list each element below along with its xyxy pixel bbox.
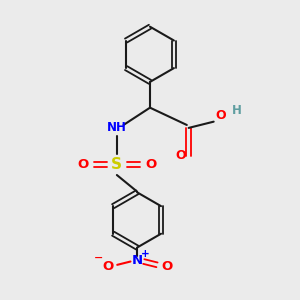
Text: O: O xyxy=(216,109,226,122)
Text: H: H xyxy=(232,104,242,117)
Text: NH: NH xyxy=(107,122,127,134)
Text: −: − xyxy=(94,253,104,262)
Text: O: O xyxy=(77,158,88,171)
Text: N: N xyxy=(132,254,143,267)
Text: S: S xyxy=(111,157,122,172)
Text: O: O xyxy=(175,149,186,162)
Text: O: O xyxy=(161,260,172,273)
Text: O: O xyxy=(145,158,156,171)
Text: +: + xyxy=(141,249,150,259)
Text: O: O xyxy=(102,260,113,273)
